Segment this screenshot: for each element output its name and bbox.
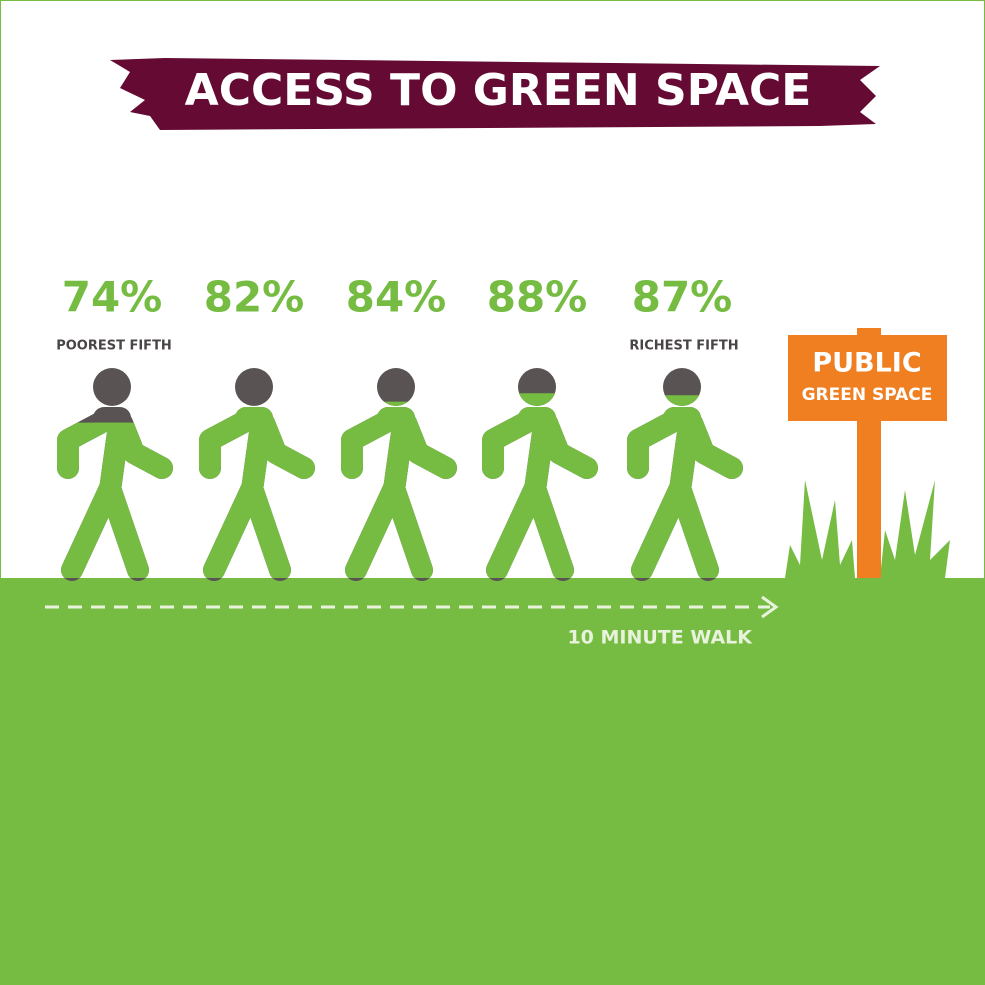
sign-board <box>788 335 947 421</box>
leg <box>99 477 149 578</box>
figure-fill <box>627 395 743 578</box>
head <box>235 368 273 406</box>
leg <box>383 477 433 578</box>
arm <box>681 412 743 479</box>
walk-label: 10 MINUTE WALK <box>567 627 753 649</box>
figure-fill <box>199 405 315 578</box>
head <box>519 393 555 406</box>
arm <box>395 412 457 479</box>
ground <box>0 578 985 985</box>
value-label: 88% <box>487 273 588 322</box>
leg <box>241 477 291 578</box>
leg <box>669 477 719 578</box>
arm <box>482 412 536 479</box>
head <box>93 368 131 406</box>
chart-title: ACCESS TO GREEN SPACE <box>185 65 812 116</box>
arm <box>627 412 681 479</box>
figure-fill <box>57 422 173 578</box>
value-label: 82% <box>204 273 305 322</box>
sign-text: PUBLIC <box>812 348 921 379</box>
arm <box>199 412 253 479</box>
arm <box>536 412 598 479</box>
category-label: RICHEST FIFTH <box>629 339 738 354</box>
title-banner <box>110 58 880 130</box>
arm <box>57 422 111 479</box>
figure-fill <box>341 401 457 578</box>
leg <box>524 477 574 579</box>
torso <box>94 422 131 501</box>
arm <box>253 412 315 479</box>
head <box>664 395 700 406</box>
arm <box>341 412 395 479</box>
head <box>251 405 257 406</box>
value-label: 87% <box>632 273 733 322</box>
head <box>377 368 415 406</box>
category-label: POOREST FIFTH <box>56 339 172 354</box>
arm <box>111 422 173 479</box>
sign-text: GREEN SPACE <box>802 385 933 405</box>
figure-fill <box>482 393 598 579</box>
value-label: 74% <box>62 273 163 322</box>
walk-arrow-head <box>761 595 779 619</box>
head <box>383 401 409 406</box>
grass <box>785 480 950 578</box>
value-label: 84% <box>346 273 447 322</box>
